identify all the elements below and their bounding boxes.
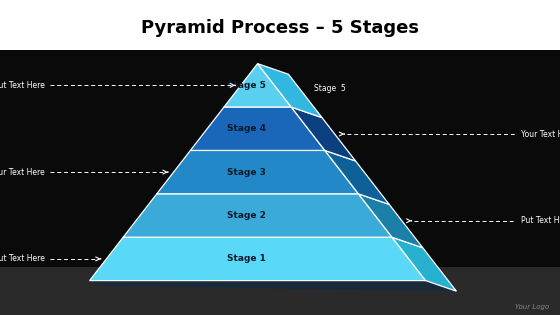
Text: Your Logo: Your Logo: [515, 304, 549, 310]
Text: Stage  5: Stage 5: [314, 84, 346, 93]
Polygon shape: [0, 50, 560, 315]
Polygon shape: [123, 194, 392, 237]
Polygon shape: [90, 237, 426, 281]
Text: Stage 4: Stage 4: [227, 124, 266, 133]
Text: Stage 3: Stage 3: [227, 168, 266, 177]
Text: Your Text Here: Your Text Here: [521, 129, 560, 139]
Text: Stage 5: Stage 5: [227, 81, 266, 90]
Text: Put Text Here: Put Text Here: [521, 216, 560, 225]
Text: Stage 1: Stage 1: [227, 255, 266, 263]
Text: Stage 2: Stage 2: [227, 211, 266, 220]
Polygon shape: [392, 237, 456, 291]
Polygon shape: [258, 64, 322, 117]
Polygon shape: [358, 194, 423, 248]
Text: Put Text Here: Put Text Here: [0, 81, 45, 90]
Polygon shape: [224, 64, 291, 107]
Text: Pyramid Process – 5 Stages: Pyramid Process – 5 Stages: [141, 19, 419, 37]
Polygon shape: [157, 151, 358, 194]
Polygon shape: [291, 107, 356, 161]
Polygon shape: [90, 281, 456, 291]
Polygon shape: [325, 151, 389, 204]
Polygon shape: [0, 267, 560, 315]
Polygon shape: [190, 107, 325, 151]
Text: Your Text Here: Your Text Here: [0, 168, 45, 177]
Text: Put Text Here: Put Text Here: [0, 255, 45, 263]
